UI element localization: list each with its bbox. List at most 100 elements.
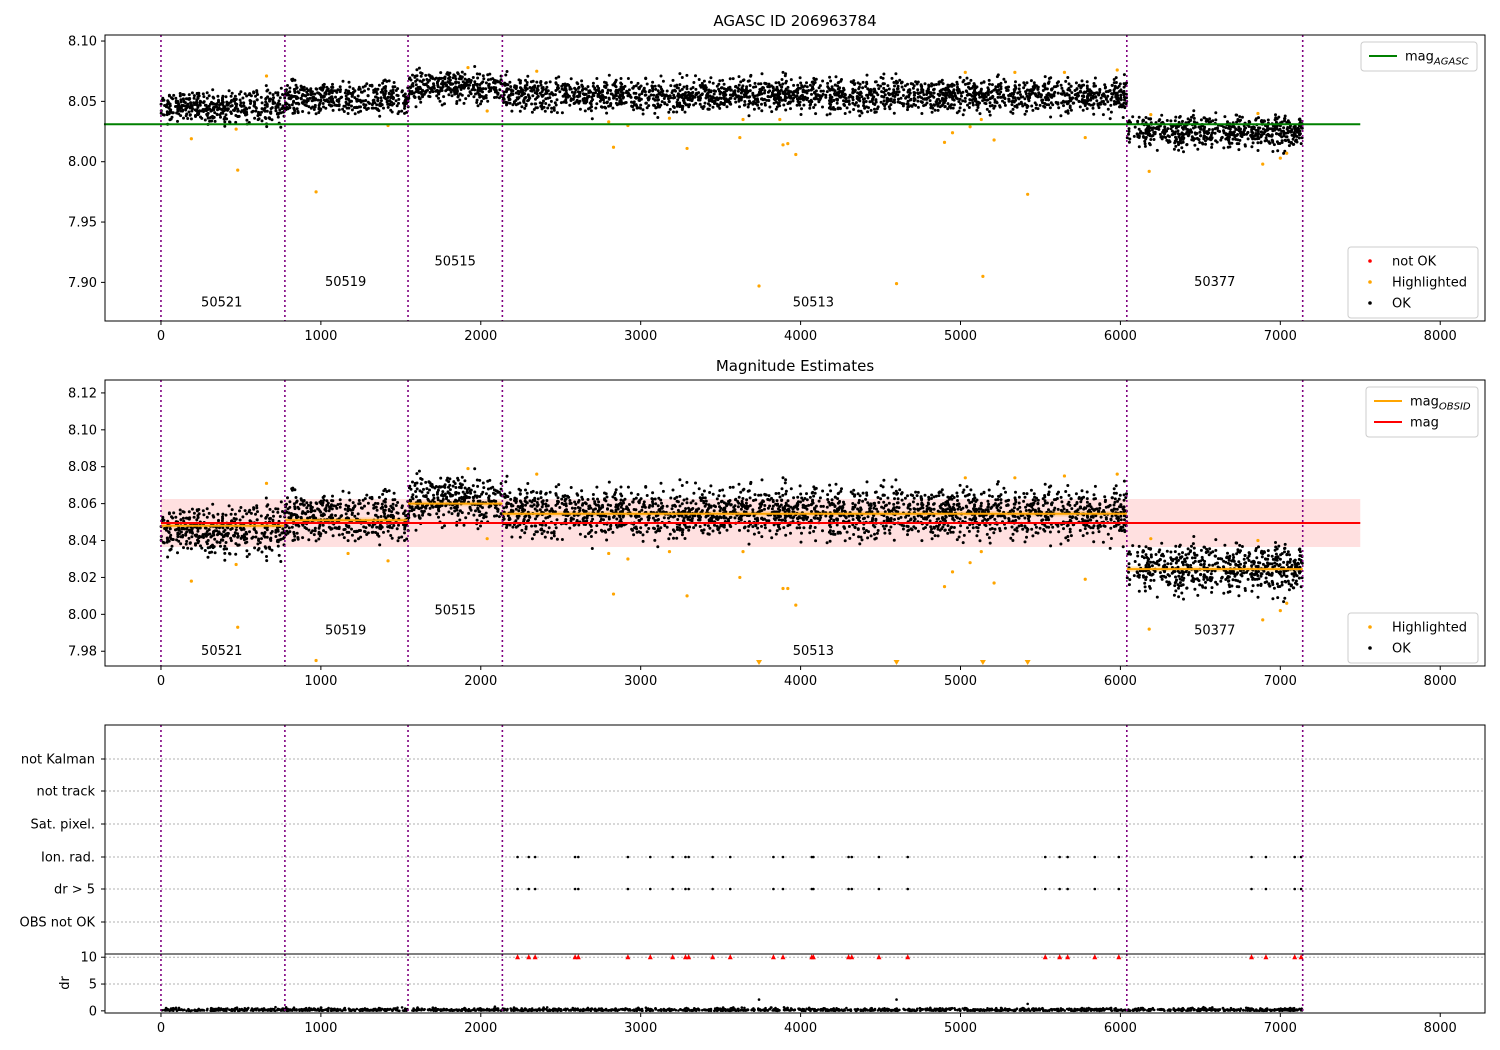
ok-point: [278, 538, 282, 542]
ok-point: [396, 539, 400, 543]
ok-point: [393, 85, 397, 89]
ok-point: [269, 531, 273, 535]
ok-point: [311, 514, 315, 518]
ok-point: [1236, 118, 1240, 121]
ok-point: [1279, 132, 1283, 136]
ok-point: [1110, 83, 1114, 87]
ok-point: [550, 92, 554, 96]
ok-point: [896, 84, 900, 88]
ok-point: [438, 89, 442, 93]
ok-point: [895, 90, 899, 94]
ok-point: [288, 500, 292, 504]
ok-point: [784, 79, 788, 83]
ok-point: [1026, 95, 1030, 99]
ok-point: [252, 100, 256, 104]
ok-point: [851, 98, 855, 102]
ok-point: [420, 92, 424, 96]
ok-point: [468, 83, 471, 87]
ok-point: [356, 512, 360, 516]
ok-point: [463, 85, 466, 89]
ok-point: [380, 502, 384, 506]
ok-point: [566, 83, 570, 86]
ok-point: [1230, 141, 1234, 145]
ok-point: [220, 111, 224, 115]
ok-point: [560, 111, 564, 115]
ok-point: [482, 77, 486, 81]
ok-point: [376, 533, 380, 537]
highlighted-point: [963, 70, 967, 75]
ok-point: [854, 101, 858, 105]
ok-point: [638, 93, 641, 97]
ok-point: [351, 501, 355, 505]
ok-point: [678, 89, 682, 93]
ok-point: [301, 523, 305, 527]
ok-point: [1092, 112, 1096, 116]
ok-point: [949, 106, 953, 110]
ok-point: [757, 82, 761, 86]
ok-point: [314, 112, 318, 116]
ok-point: [384, 505, 388, 509]
ok-point: [342, 104, 346, 108]
ok-point: [780, 78, 784, 81]
highlighted-point: [1013, 70, 1017, 75]
y-tick-label: 7.90: [68, 276, 97, 291]
ok-point: [306, 93, 310, 96]
highlighted-point: [786, 142, 790, 146]
ok-point: [239, 101, 243, 105]
ok-point: [603, 80, 606, 84]
ok-point: [925, 96, 929, 100]
ok-point: [391, 502, 395, 506]
ok-point: [322, 498, 326, 502]
ok-point: [310, 505, 314, 509]
ok-point: [321, 514, 325, 518]
ok-point: [313, 509, 317, 513]
ok-point: [365, 82, 369, 86]
ok-point: [1202, 137, 1206, 141]
ok-point: [1112, 91, 1116, 95]
ok-point: [828, 112, 832, 116]
ok-point: [347, 504, 351, 508]
ok-point: [229, 536, 233, 540]
ok-point: [702, 87, 706, 91]
ok-point: [717, 87, 721, 91]
ok-point: [988, 104, 992, 108]
ok-point: [386, 514, 390, 518]
ok-point: [1099, 96, 1103, 100]
ok-point: [218, 107, 222, 111]
legend-dot-swatch: [1368, 301, 1372, 305]
ok-point: [307, 111, 311, 115]
ok-point: [1075, 97, 1079, 101]
ok-point: [232, 517, 236, 520]
ok-point: [874, 98, 878, 102]
ok-point: [211, 88, 215, 92]
ok-point: [334, 95, 337, 99]
ok-point: [1015, 105, 1019, 109]
ok-point: [836, 84, 840, 88]
ok-point: [1285, 127, 1289, 131]
ok-point: [904, 96, 908, 100]
ok-point: [338, 498, 342, 502]
ok-point: [1193, 137, 1197, 141]
ok-point: [1024, 90, 1028, 94]
ok-point: [463, 72, 467, 76]
ok-point: [187, 110, 191, 114]
ok-point: [860, 111, 864, 115]
ok-point: [530, 102, 534, 106]
ok-point: [329, 89, 333, 93]
ok-point: [902, 102, 906, 106]
ok-point: [706, 102, 710, 106]
ok-point: [253, 546, 257, 550]
highlighted-point: [794, 152, 798, 157]
ok-point: [178, 508, 182, 512]
ok-point: [853, 82, 857, 86]
ok-point: [192, 96, 196, 100]
ok-point: [1066, 76, 1070, 79]
ok-point: [308, 96, 312, 100]
ok-point: [174, 528, 177, 532]
ok-point: [1002, 77, 1006, 81]
ok-point: [1056, 91, 1060, 95]
ok-point: [211, 502, 215, 506]
ok-point: [263, 545, 267, 549]
ok-point: [252, 506, 256, 510]
